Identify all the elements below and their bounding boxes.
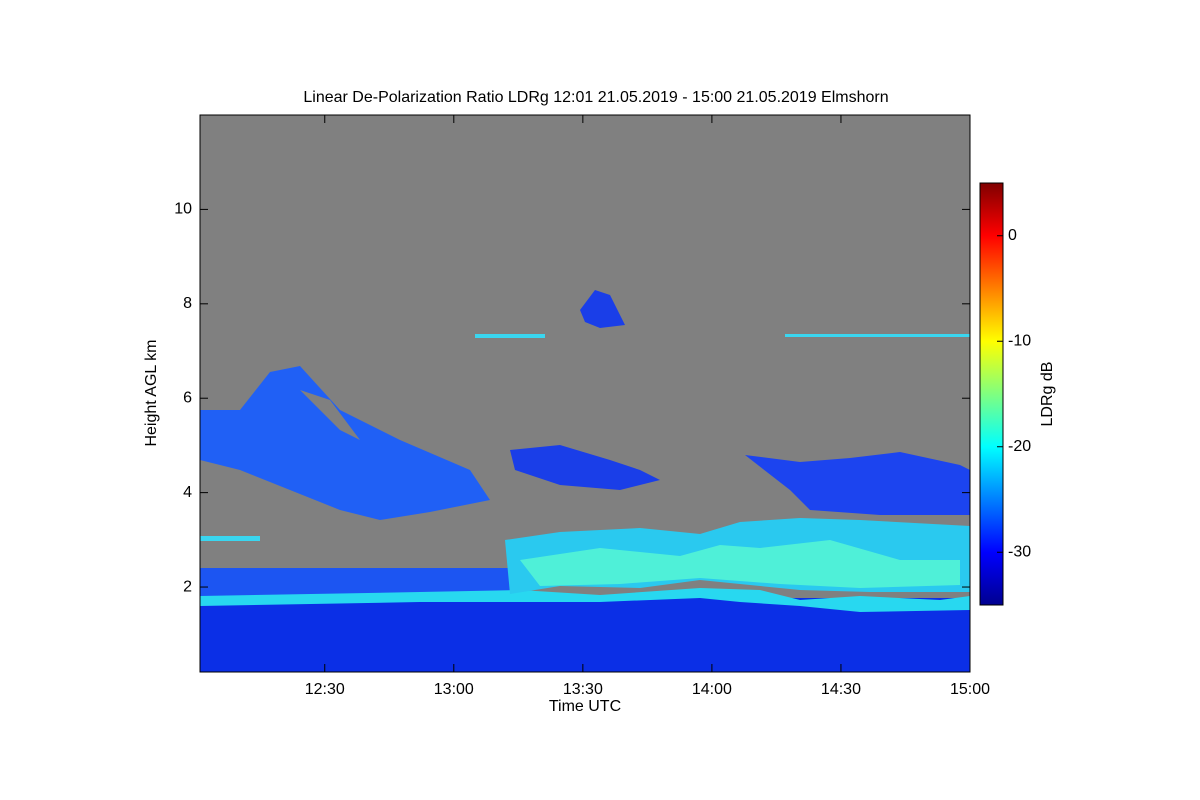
mid-cloud-core — [520, 540, 960, 588]
chart-title: Linear De-Polarization Ratio LDRg 12:01 … — [303, 89, 888, 106]
x-tick-label: 12:30 — [305, 681, 345, 698]
colorbar-title: LDRg dB — [1039, 362, 1056, 427]
heatmap-field — [200, 290, 970, 672]
colorbar-tick-label: 0 — [1008, 227, 1017, 244]
colorbar-tick-label: -30 — [1008, 543, 1031, 560]
gap — [300, 390, 360, 440]
right-blob — [745, 452, 970, 515]
aerosol-layer — [200, 366, 490, 520]
bright-layer — [200, 588, 970, 612]
x-tick-label: 13:00 — [434, 681, 474, 698]
y-axis-title: Height AGL km — [143, 339, 160, 446]
x-tick-label: 13:30 — [563, 681, 603, 698]
colorbar — [979, 182, 1004, 606]
high-blob — [580, 290, 625, 328]
x-tick-label: 14:30 — [821, 681, 861, 698]
y-tick-label: 2 — [183, 578, 192, 595]
colorbar-tick-label: -10 — [1008, 332, 1031, 349]
x-axis-title: Time UTC — [549, 698, 621, 715]
x-tick-label: 14:00 — [692, 681, 732, 698]
boundary-layer — [200, 598, 970, 672]
thin-layer — [475, 334, 545, 338]
x-tick-label: 15:00 — [950, 681, 990, 698]
y-tick-label: 10 — [174, 201, 192, 218]
mid-blob — [510, 445, 660, 490]
y-tick-label: 4 — [183, 484, 192, 501]
colorbar-tick-label: -20 — [1008, 438, 1031, 455]
plot-frame — [199, 114, 971, 673]
thin-layer — [200, 536, 260, 541]
thin-layer — [785, 334, 970, 337]
y-tick-label: 6 — [183, 389, 192, 406]
y-tick-label: 8 — [183, 295, 192, 312]
